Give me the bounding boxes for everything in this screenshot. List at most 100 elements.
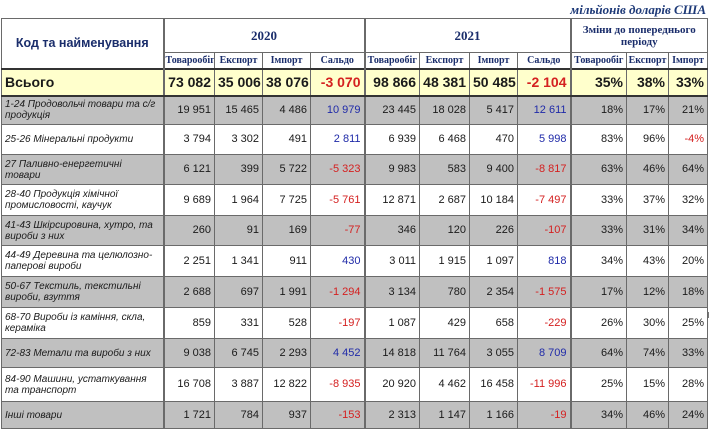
table-cell: 3 302 bbox=[214, 124, 263, 155]
table-cell: 226 bbox=[469, 215, 518, 246]
row-label: 25-26 Мінеральні продукти bbox=[1, 124, 164, 155]
table-cell: 2 293 bbox=[262, 338, 311, 368]
table-cell: 11 764 bbox=[419, 338, 470, 368]
table-cell: 1 991 bbox=[262, 276, 311, 308]
table-cell: 74% bbox=[626, 338, 669, 368]
table-cell: 34% bbox=[569, 401, 627, 429]
table-cell: 3 887 bbox=[214, 367, 263, 402]
table-cell: 2 251 bbox=[162, 245, 215, 277]
table-cell: 18 028 bbox=[419, 95, 470, 125]
table-cell: 818 bbox=[517, 245, 571, 277]
table-cell: 5 417 bbox=[469, 95, 518, 125]
table-cell: 12% bbox=[626, 276, 669, 308]
table-cell: -19 bbox=[517, 401, 571, 429]
table-cell: 32% bbox=[668, 184, 708, 216]
total-value: 38% bbox=[626, 67, 669, 97]
table-cell: 859 bbox=[162, 307, 215, 339]
subheader-cell: Експорт bbox=[214, 52, 263, 69]
table-cell: 83% bbox=[569, 124, 627, 155]
table-cell: 1 341 bbox=[214, 245, 263, 277]
table-cell: -153 bbox=[310, 401, 365, 429]
table-cell: 2 811 bbox=[310, 124, 365, 155]
table-cell: 6 745 bbox=[214, 338, 263, 368]
subheader-cell: Експорт bbox=[626, 52, 669, 69]
subheader-cell: Сальдо bbox=[310, 52, 365, 69]
total-value: 35 006 bbox=[214, 67, 263, 97]
table-cell: 2 354 bbox=[469, 276, 518, 308]
table-cell: 1 087 bbox=[363, 307, 420, 339]
table-cell: 31% bbox=[626, 215, 669, 246]
total-value: -2 104 bbox=[517, 67, 571, 97]
table-cell: 2 313 bbox=[363, 401, 420, 429]
table-cell: 3 011 bbox=[363, 245, 420, 277]
table-cell: 19 951 bbox=[162, 95, 215, 125]
table-cell: 658 bbox=[469, 307, 518, 339]
table-cell: 10 184 bbox=[469, 184, 518, 216]
table-row: 1-24 Продовольчі товари та с/г продукція… bbox=[1, 95, 708, 125]
table-cell: 430 bbox=[310, 245, 365, 277]
row-label: 84-90 Машини, устаткування та транспорт bbox=[1, 367, 164, 402]
table-cell: 34% bbox=[668, 215, 708, 246]
table-cell: 21% bbox=[668, 95, 708, 125]
row-label: 44-49 Деревина та целюлозно-паперові вир… bbox=[1, 245, 164, 277]
table-cell: 2 687 bbox=[419, 184, 470, 216]
table-cell: 14 818 bbox=[363, 338, 420, 368]
table-cell: 3 055 bbox=[469, 338, 518, 368]
table-row: 41-43 Шкірсировина, хутро, та вироби з н… bbox=[1, 215, 708, 246]
total-row: Всього 73 082 35 006 38 076 -3 070 98 866 48 … bbox=[1, 67, 708, 97]
table-cell: 491 bbox=[262, 124, 311, 155]
subheader-cell: Імпорт bbox=[262, 52, 311, 69]
table-cell: 7 725 bbox=[262, 184, 311, 216]
table-cell: 33% bbox=[668, 338, 708, 368]
table-cell: 120 bbox=[419, 215, 470, 246]
subheader-cell: Товарообіг bbox=[363, 52, 420, 69]
table-cell: 20% bbox=[668, 245, 708, 277]
table-cell: 331 bbox=[214, 307, 263, 339]
table-cell: 20 920 bbox=[363, 367, 420, 402]
total-value: -3 070 bbox=[310, 67, 365, 97]
table-cell: 937 bbox=[262, 401, 311, 429]
row-label: 50-67 Текстиль, текстильні вироби, взутт… bbox=[1, 276, 164, 308]
table-cell: -229 bbox=[517, 307, 571, 339]
table-cell: 1 097 bbox=[469, 245, 518, 277]
table-cell: 15% bbox=[626, 367, 669, 402]
table-cell: 346 bbox=[363, 215, 420, 246]
table-cell: 64% bbox=[569, 338, 627, 368]
table-cell: 23 445 bbox=[363, 95, 420, 125]
table-cell: 10 979 bbox=[310, 95, 365, 125]
table-cell: 911 bbox=[262, 245, 311, 277]
table-cell: 6 468 bbox=[419, 124, 470, 155]
table-row: Інші товари 1 721 784 937 -153 2 313 1 147 1 16… bbox=[1, 401, 708, 429]
table-cell: 697 bbox=[214, 276, 263, 308]
table-cell: 260 bbox=[162, 215, 215, 246]
table-cell: 3 794 bbox=[162, 124, 215, 155]
table-row: 44-49 Деревина та целюлозно-паперові вир… bbox=[1, 245, 708, 277]
header-name-col: Код та найменування bbox=[1, 18, 164, 69]
total-value: 35% bbox=[569, 67, 627, 97]
row-label: 68-70 Вироби із каміння, скла, кераміка bbox=[1, 307, 164, 339]
table-cell: 1 915 bbox=[419, 245, 470, 277]
table-cell: 34% bbox=[569, 245, 627, 277]
table-cell: 583 bbox=[419, 154, 470, 185]
table-cell: 12 871 bbox=[363, 184, 420, 216]
table-cell: 18% bbox=[668, 276, 708, 308]
table-cell: 5 722 bbox=[262, 154, 311, 185]
row-label: Інші товари bbox=[1, 401, 164, 429]
total-value: 98 866 bbox=[363, 67, 420, 97]
table-cell: -4% bbox=[668, 124, 708, 155]
subheader-cell: Імпорт bbox=[668, 52, 708, 69]
table-row: 50-67 Текстиль, текстильні вироби, взутт… bbox=[1, 276, 708, 308]
resize-handle bbox=[708, 312, 712, 318]
table-row: 84-90 Машини, устаткування та транспорт 1… bbox=[1, 367, 708, 402]
unit-label: мільйонів доларів США bbox=[570, 2, 706, 17]
table-cell: 91 bbox=[214, 215, 263, 246]
table-cell: 18% bbox=[569, 95, 627, 125]
table-cell: 33% bbox=[569, 184, 627, 216]
table-cell: 12 822 bbox=[262, 367, 311, 402]
total-value: 48 381 bbox=[419, 67, 470, 97]
table-cell: 429 bbox=[419, 307, 470, 339]
table-cell: 9 689 bbox=[162, 184, 215, 216]
subheader-cell: Товарообіг bbox=[162, 52, 215, 69]
table-cell: 6 939 bbox=[363, 124, 420, 155]
table-cell: 12 611 bbox=[517, 95, 571, 125]
